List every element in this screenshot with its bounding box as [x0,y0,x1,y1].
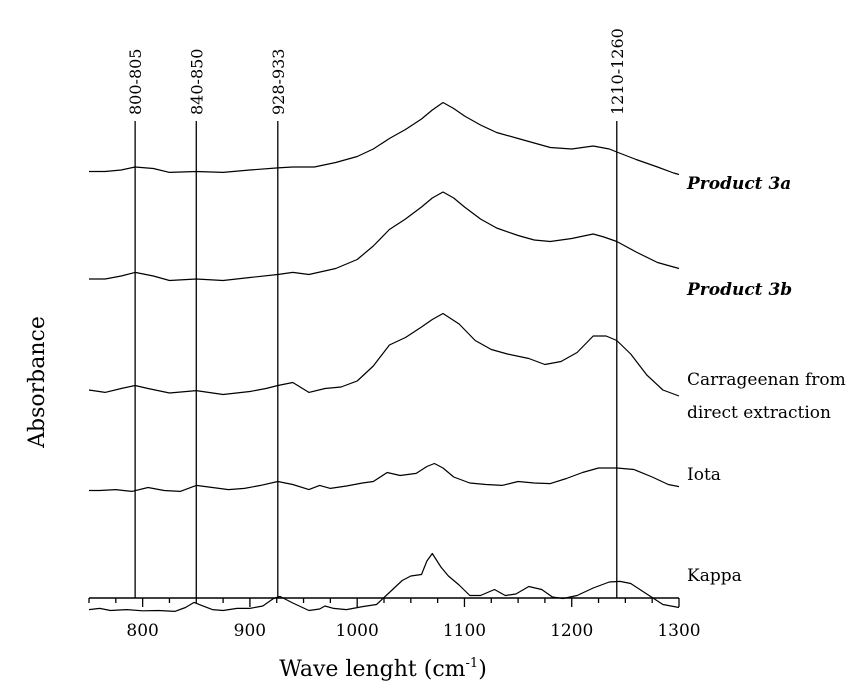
series-label-3: Iota [687,465,721,485]
x-axis-title: Wave lenght (cm-1) [279,656,487,682]
series-line-1 [89,191,680,282]
series-line-0 [89,101,680,176]
series-label-4: Kappa [687,566,742,586]
x-axis-title-superscript: -1 [466,656,479,671]
y-axis-title: Absorbance [25,316,50,449]
series-label-0: Product 3a [686,174,791,194]
series-label-2-line-1: direct extraction [687,403,831,423]
series-line-2 [88,312,680,397]
x-tick-label-0: 800 [126,621,158,641]
band-label-0: 800-805 [126,49,145,115]
x-tick-label-5: 1300 [657,621,700,641]
x-axis: 800 900 1000 1100 1200 1300 [88,597,701,641]
band-label-3: 1210-1260 [608,28,627,115]
x-tick-label-3: 1100 [443,621,486,641]
series-labels: Product 3a Product 3b Carrageenan from dire… [686,174,846,586]
spectra-lines [88,101,680,612]
band-markers: 800-805 840-850 928-933 1210-1260 [126,28,627,598]
band-label-2: 928-933 [269,49,288,115]
series-label-2-line-0: Carrageenan from [687,370,846,390]
band-label-1: 840-850 [187,49,206,115]
series-line-3 [89,462,680,492]
x-axis-title-close: ) [478,657,487,682]
x-tick-label-1: 900 [234,621,266,641]
x-tick-label-4: 1200 [550,621,593,641]
series-label-1: Product 3b [686,280,792,300]
x-tick-label-2: 1000 [336,621,379,641]
x-axis-title-text: Wave lenght (cm [279,657,465,682]
